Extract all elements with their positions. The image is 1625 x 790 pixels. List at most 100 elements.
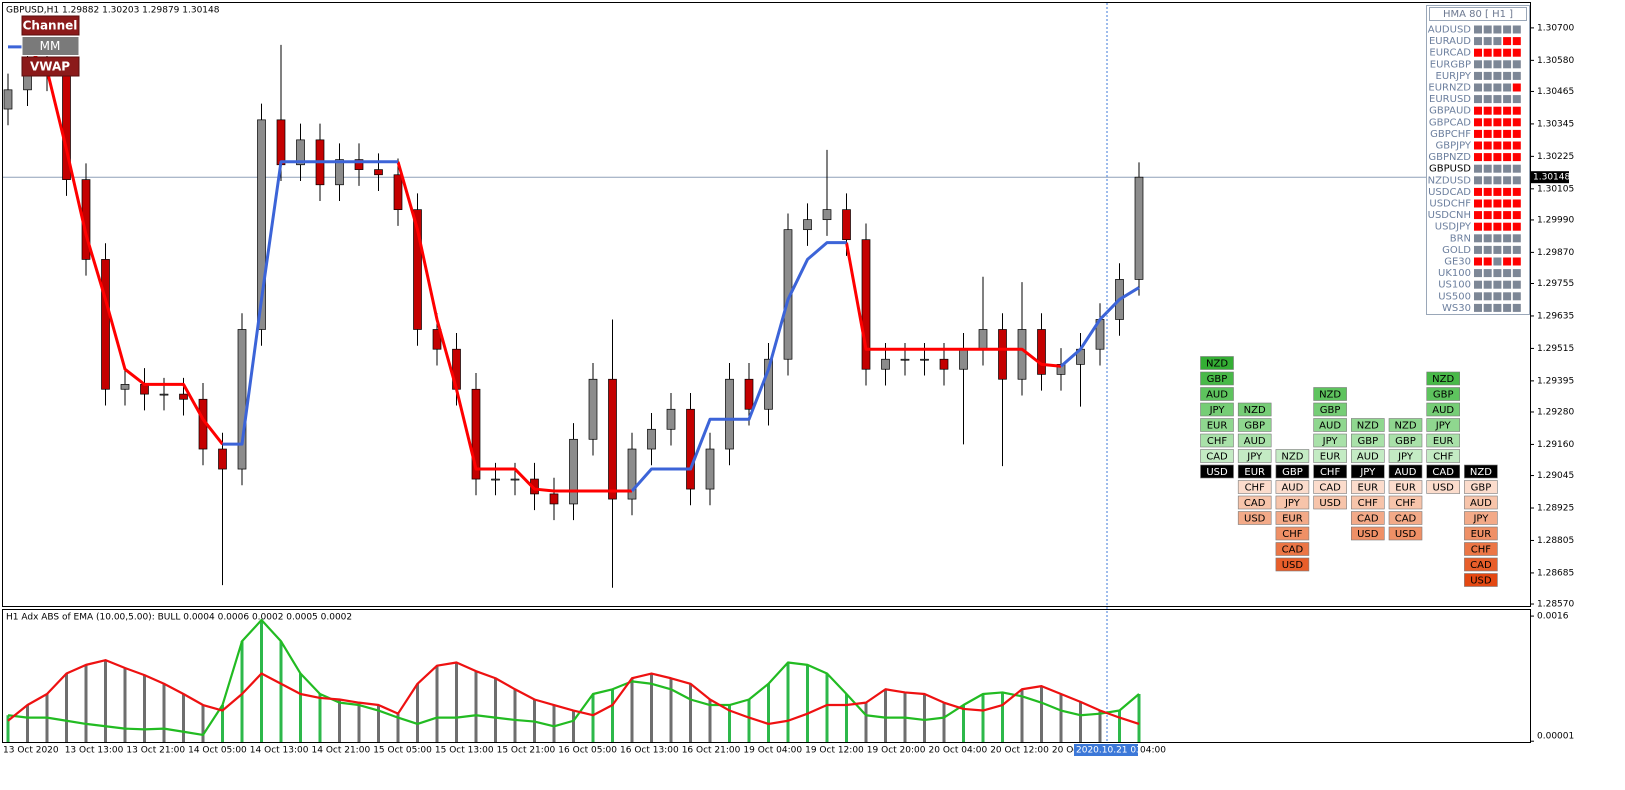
hma-symbol[interactable]: BRN	[1450, 233, 1471, 244]
y-tick-label: 1.29395	[1537, 376, 1574, 386]
strength-label: EUR	[1320, 452, 1341, 463]
signal-cell	[1493, 106, 1502, 115]
signal-cell	[1503, 48, 1512, 57]
candle-body	[998, 329, 1007, 380]
toolbar-button-label[interactable]: MM	[40, 39, 61, 53]
strength-cell	[1313, 449, 1347, 463]
y-tick-label: 1.30345	[1537, 119, 1574, 129]
strength-cell	[1200, 449, 1234, 463]
strength-label: NZD	[1432, 374, 1454, 385]
histogram-bar	[981, 693, 985, 742]
signal-cell	[1503, 37, 1512, 46]
x-tick-label: 19 Oct 04:00	[743, 746, 802, 756]
y-tick-label: 1.29160	[1537, 440, 1574, 450]
strength-cell	[1464, 495, 1498, 510]
strength-cell	[1464, 526, 1498, 541]
signal-cell	[1493, 176, 1502, 185]
histogram-bar	[123, 668, 127, 742]
hma-symbol[interactable]: UK100	[1438, 268, 1471, 279]
strength-label: AUD	[1432, 405, 1454, 416]
hma-symbol[interactable]: USDCAD	[1428, 187, 1471, 198]
signal-cell	[1503, 303, 1512, 312]
x-tick-label: 15 Oct 13:00	[435, 746, 494, 756]
toolbar-button-label[interactable]: Channel	[23, 19, 78, 33]
hma-symbol[interactable]: US100	[1438, 280, 1471, 291]
signal-cell	[1474, 211, 1482, 220]
strength-cell	[1351, 526, 1385, 541]
signal-cell	[1483, 95, 1492, 104]
signal-cell	[1512, 269, 1521, 278]
signal-cell	[1503, 141, 1512, 150]
hma-symbol[interactable]: EURNZD	[1428, 83, 1471, 94]
hma-symbol[interactable]: GBPUSD	[1429, 164, 1471, 175]
signal-cell	[1503, 176, 1512, 185]
hma-symbol[interactable]: NZDUSD	[1428, 175, 1472, 186]
candle-body	[101, 259, 110, 390]
hma-symbol[interactable]: EURGBP	[1430, 59, 1471, 70]
signal-cell	[1503, 280, 1512, 289]
x-tick-label: 14 Oct 21:00	[312, 746, 371, 756]
hma-symbol[interactable]: GOLD	[1442, 245, 1471, 256]
strength-cell	[1237, 480, 1272, 494]
signal-cell	[1493, 222, 1502, 231]
histogram-bar	[513, 689, 517, 742]
strength-cell	[1200, 356, 1234, 370]
y-tick-label: 0.0016	[1537, 612, 1569, 622]
signal-cell	[1493, 211, 1502, 220]
x-tick-label: 16 Oct 13:00	[620, 746, 679, 756]
strength-label: AUD	[1470, 498, 1492, 509]
signal-cell	[1512, 83, 1521, 92]
strength-cell	[1426, 433, 1460, 448]
hma-symbol[interactable]: GBPCAD	[1429, 117, 1471, 128]
toolbar-button-label[interactable]: VWAP	[30, 60, 70, 74]
signal-cell	[1493, 234, 1502, 243]
signal-cell	[1512, 292, 1521, 301]
signal-cell	[1474, 234, 1482, 243]
histogram-bar	[357, 702, 361, 742]
histogram-bar	[26, 705, 29, 742]
hma-symbol[interactable]: GBPCHF	[1430, 129, 1471, 140]
hma-symbol[interactable]: EURJPY	[1436, 71, 1472, 82]
hma-symbol[interactable]: WS30	[1442, 303, 1471, 314]
histogram-bar	[279, 641, 283, 742]
x-tick-label: 14 Oct 13:00	[250, 746, 309, 756]
hma-symbol[interactable]: GBPAUD	[1429, 106, 1471, 117]
strength-label: CHF	[1433, 452, 1454, 463]
strength-cell	[1388, 511, 1423, 525]
signal-cell	[1493, 37, 1502, 46]
strength-cell	[1237, 402, 1272, 417]
y-tick-label: 1.28570	[1537, 600, 1574, 610]
signal-cell	[1493, 71, 1502, 80]
signal-cell	[1512, 222, 1521, 231]
signal-cell	[1474, 71, 1482, 80]
hma-symbol[interactable]: US500	[1438, 291, 1471, 302]
hma-symbol[interactable]: EURCAD	[1429, 48, 1471, 59]
histogram-bar	[240, 641, 244, 742]
hma-symbol[interactable]: EURAUD	[1429, 36, 1471, 47]
candle-body	[3, 89, 13, 110]
hma-symbol[interactable]: GBPJPY	[1435, 141, 1471, 152]
hma-symbol[interactable]: EURUSD	[1429, 94, 1471, 105]
hma-symbol[interactable]: AUDUSD	[1428, 25, 1472, 36]
toolbar-button[interactable]	[21, 56, 80, 77]
toolbar-button[interactable]	[21, 36, 80, 56]
signal-cell	[1503, 129, 1512, 138]
hma-symbol[interactable]: GBPNZD	[1428, 152, 1471, 163]
hma-symbol[interactable]: USDJPY	[1435, 222, 1472, 233]
y-tick-label: 1.29635	[1537, 311, 1574, 321]
signal-cell	[1503, 95, 1512, 104]
candle-body	[354, 159, 364, 170]
strength-cell	[1237, 433, 1272, 448]
histogram-bar	[299, 673, 302, 742]
histogram-bar	[923, 693, 926, 742]
histogram-bar	[1059, 693, 1063, 742]
strength-cell	[1237, 418, 1272, 432]
strength-cell	[1275, 526, 1310, 541]
hma-symbol[interactable]: GE30	[1444, 257, 1471, 268]
hma-symbol[interactable]: USDCHF	[1429, 199, 1471, 210]
strength-cell	[1426, 464, 1460, 479]
toolbar-button[interactable]	[21, 15, 80, 36]
strength-label: USD	[1433, 483, 1455, 494]
hma-symbol[interactable]: USDCNH	[1428, 210, 1471, 221]
candle-body	[159, 393, 169, 396]
